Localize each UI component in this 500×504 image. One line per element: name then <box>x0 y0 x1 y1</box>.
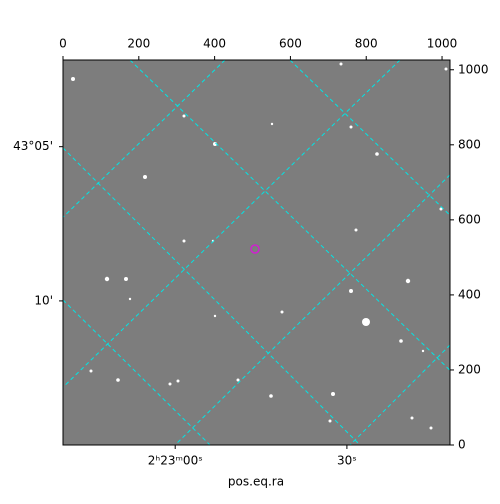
y-tick-label: 600 <box>458 212 481 226</box>
dec-tick-label: 10' <box>34 293 53 307</box>
y-tick-label: 200 <box>458 362 481 376</box>
ra-tick-label: 2ʰ23ᵐ00ˢ <box>148 454 203 468</box>
stars <box>71 62 448 430</box>
y-tick-label: 800 <box>458 137 481 151</box>
target-marker <box>250 244 260 254</box>
ra-tick-label: 30ˢ <box>337 454 357 468</box>
x-tick-label: 200 <box>127 37 150 51</box>
frame <box>62 59 451 446</box>
x-tick-label: 600 <box>279 37 302 51</box>
y-tick-label: 1000 <box>458 62 489 76</box>
y-tick-label: 400 <box>458 287 481 301</box>
x-tick-label: 800 <box>355 37 378 51</box>
x-tick-label: 400 <box>203 37 226 51</box>
y-tick-label: 0 <box>458 438 466 452</box>
wcs-grid <box>63 60 450 445</box>
x-tick-label: 1000 <box>427 37 458 51</box>
dec-tick-label: 43°05' <box>13 139 53 153</box>
x-tick-label: 0 <box>59 37 67 51</box>
x-axis-label: pos.eq.ra <box>228 475 284 489</box>
